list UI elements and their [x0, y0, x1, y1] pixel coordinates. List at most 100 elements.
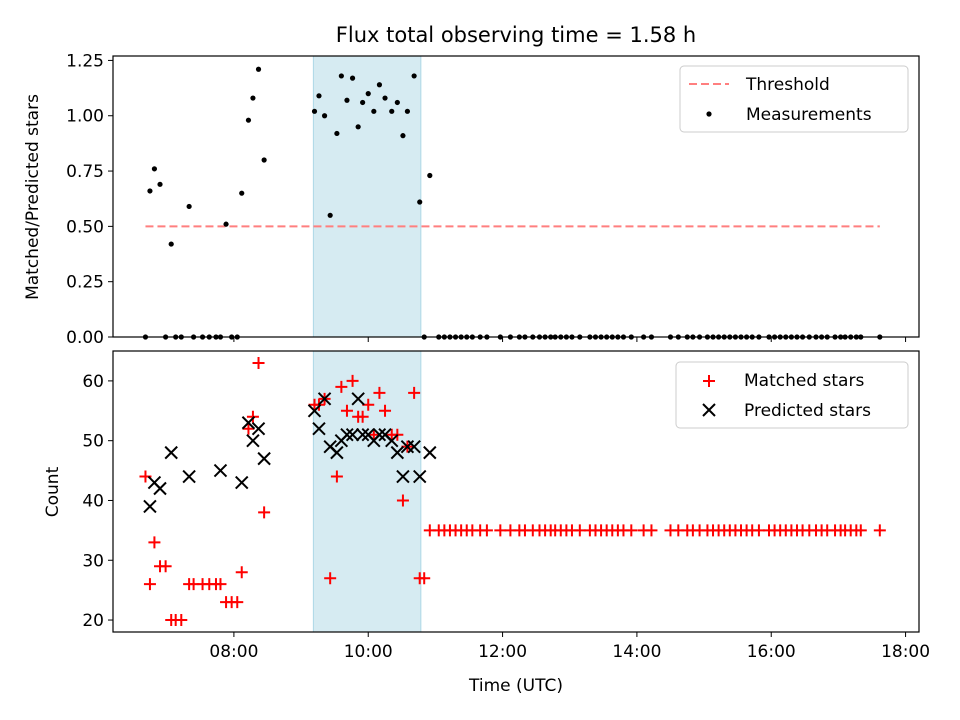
- bottom-panel: 20 30 40 50 60 08:00 10:00 12:00 14:00 16:00 18:0…: [43, 350, 930, 696]
- y-tick-label: 0.00: [66, 328, 104, 348]
- bottom-legend-box: [675, 361, 909, 429]
- matched-star-marker: [625, 524, 638, 537]
- y-tick-label: 20: [82, 611, 104, 631]
- matched-star-marker: [752, 524, 765, 537]
- predicted-star-marker: [143, 499, 157, 514]
- legend-matched-swatch: [703, 375, 715, 387]
- legend-predicted-swatch: [702, 403, 716, 417]
- bottom-y-axis-label: Count: [43, 466, 63, 517]
- predicted-star-marker: [312, 422, 326, 436]
- predicted-star-marker: [330, 445, 344, 460]
- matched-star-marker: [231, 596, 244, 609]
- matched-star-marker: [175, 614, 188, 627]
- matched-star-marker: [573, 524, 586, 537]
- measurement-point: [417, 199, 423, 205]
- legend-predicted-label: Predicted stars: [744, 401, 871, 421]
- predicted-star-marker: [307, 404, 322, 418]
- predicted-star-marker: [345, 427, 360, 442]
- matched-star-marker: [396, 494, 409, 507]
- matched-star-marker: [335, 380, 348, 393]
- matched-star-marker: [246, 410, 259, 423]
- top-y-axis-label: Matched/Predicted stars: [23, 94, 43, 300]
- predicted-star-marker: [317, 392, 332, 406]
- y-tick-label: 0.50: [66, 217, 104, 237]
- predicted-star-marker: [257, 451, 271, 466]
- matched-star-marker: [148, 536, 161, 549]
- matched-star-marker: [418, 572, 431, 585]
- matched-star-marker: [330, 470, 343, 483]
- matched-star-marker: [362, 398, 375, 411]
- top-legend-box: [679, 65, 909, 133]
- matched-star-marker: [408, 386, 421, 399]
- bottom-axes-frame: [112, 350, 920, 633]
- matched-star-marker: [854, 524, 867, 537]
- predicted-star-marker: [372, 427, 387, 442]
- y-tick-label: 30: [82, 551, 104, 571]
- y-tick-label: 0.25: [66, 273, 104, 293]
- matched-star-marker: [235, 566, 248, 579]
- measurement-point: [338, 73, 344, 79]
- predicted-star-marker: [390, 445, 405, 460]
- legend-threshold-label: Threshold: [745, 75, 830, 95]
- measurement-point: [223, 221, 229, 227]
- legend-measurements-swatch: [706, 111, 712, 117]
- matched-star-marker: [367, 428, 380, 441]
- matched-star-marker: [480, 524, 493, 537]
- y-tick-label: 1.00: [66, 107, 104, 127]
- x-axis-label: Time (UTC): [468, 676, 563, 696]
- predicted-star-marker: [164, 445, 178, 460]
- top-axes-frame: [112, 55, 920, 338]
- matched-star-marker: [143, 578, 156, 591]
- predicted-star-marker: [340, 427, 354, 442]
- measurement-point: [245, 117, 252, 123]
- measurement-point: [316, 93, 322, 99]
- measurement-point: [382, 95, 388, 101]
- x-tick-label: 12:00: [478, 642, 527, 662]
- matched-star-marker: [258, 506, 271, 519]
- matched-star-marker: [356, 410, 369, 423]
- matched-star-marker: [494, 524, 507, 537]
- measurement-point: [400, 133, 406, 139]
- x-tick-label: 18:00: [881, 642, 930, 662]
- y-tick-label: 50: [82, 432, 104, 452]
- predicted-star-marker: [246, 433, 260, 448]
- measurement-point: [344, 97, 350, 103]
- observing-window-band: [312, 55, 422, 338]
- predicted-star-marker: [355, 427, 370, 442]
- measurement-point: [365, 91, 371, 97]
- measurement-point: [151, 166, 158, 172]
- measurement-point: [355, 124, 361, 130]
- measurement-point: [411, 73, 417, 79]
- measurement-point: [147, 188, 153, 194]
- measurement-point: [360, 99, 366, 106]
- predicted-star-marker: [385, 433, 399, 448]
- predicted-star-marker: [153, 481, 167, 496]
- matched-star-marker: [252, 356, 265, 369]
- predicted-star-marker: [396, 469, 410, 484]
- y-tick-label: 60: [82, 372, 104, 392]
- measurement-point: [389, 108, 395, 114]
- measurement-point: [327, 212, 333, 218]
- measurement-point: [404, 108, 411, 114]
- x-tick-label: 08:00: [209, 642, 258, 662]
- measurement-point: [261, 157, 267, 163]
- measurement-point: [168, 241, 174, 247]
- measurement-point: [157, 181, 163, 187]
- measurement-point: [321, 113, 328, 119]
- x-tick-label: 14:00: [612, 642, 661, 662]
- y-tick-label: 1.25: [66, 51, 104, 71]
- bottom-legend: Matched stars Predicted stars: [675, 361, 909, 429]
- predicted-star-marker: [235, 475, 249, 490]
- measurement-point: [394, 99, 400, 106]
- matched-star-marker: [645, 524, 658, 537]
- y-tick-label: 40: [82, 491, 104, 511]
- x-tick-label: 16:00: [747, 642, 796, 662]
- legend-matched-label: Matched stars: [744, 371, 864, 391]
- predicted-star-marker: [407, 439, 421, 454]
- matched-star-marker: [242, 422, 255, 435]
- measurement-point: [255, 66, 262, 72]
- chart-title: Flux total observing time = 1.58 h: [336, 23, 696, 47]
- predicted-star-marker: [241, 416, 256, 430]
- measurement-point: [349, 75, 356, 81]
- matched-star-marker: [873, 524, 886, 537]
